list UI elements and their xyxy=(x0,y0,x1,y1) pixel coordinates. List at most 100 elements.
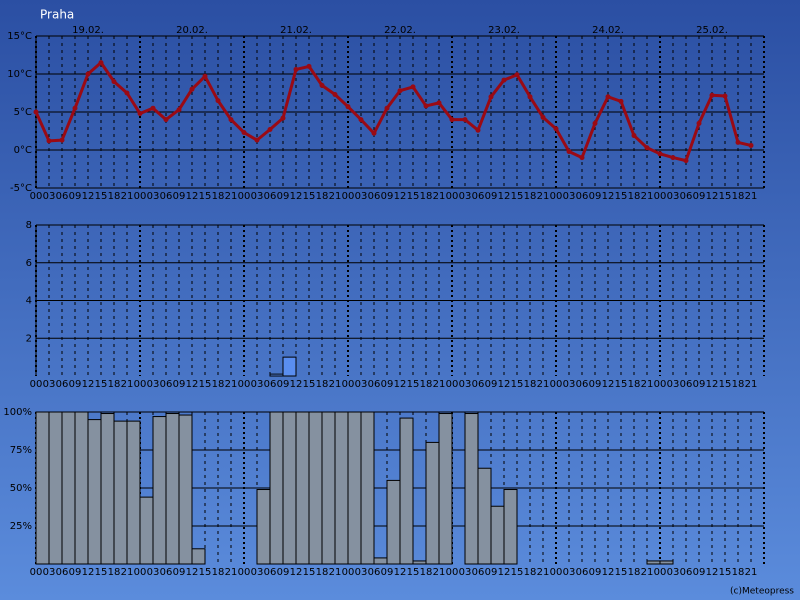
x-tick-label: 06 xyxy=(56,567,69,578)
bar xyxy=(35,411,50,565)
x-tick-label: 09 xyxy=(589,191,602,202)
x-tick-label: 12 xyxy=(706,567,719,578)
x-tick-label: 18 xyxy=(420,567,433,578)
bar xyxy=(269,373,284,377)
temperature-point xyxy=(410,84,416,90)
temperature-point xyxy=(748,142,754,148)
x-tick-label: 21 xyxy=(537,567,550,578)
bar xyxy=(425,441,440,565)
x-tick-label: 09 xyxy=(173,191,186,202)
bar xyxy=(321,411,336,565)
temperature-point xyxy=(488,94,494,100)
y-tick-label: 10°C xyxy=(7,69,32,80)
x-tick-label: 12 xyxy=(498,191,511,202)
x-tick-label: 03 xyxy=(355,379,368,390)
temperature-point xyxy=(527,94,533,100)
x-tick-label: 15 xyxy=(511,379,524,390)
x-tick-label: 18 xyxy=(628,379,641,390)
x-tick-label: 03 xyxy=(459,191,472,202)
bar xyxy=(659,560,674,565)
temperature-point xyxy=(137,111,143,117)
temperature-point xyxy=(709,92,715,98)
x-tick-label: 09 xyxy=(69,379,82,390)
x-tick-label: 00 xyxy=(550,379,563,390)
temperature-point xyxy=(150,105,156,111)
x-tick-label: 00 xyxy=(30,191,43,202)
x-tick-label: 09 xyxy=(69,567,82,578)
x-tick-label: 12 xyxy=(186,191,199,202)
x-tick-label: 18 xyxy=(524,191,537,202)
x-tick-label: 03 xyxy=(667,567,680,578)
x-tick-label: 18 xyxy=(628,567,641,578)
x-tick-label: 03 xyxy=(667,379,680,390)
y-tick-label: 50% xyxy=(10,483,32,494)
x-tick-label: 03 xyxy=(563,567,576,578)
temperature-point xyxy=(254,137,260,143)
x-tick-label: 15 xyxy=(719,379,732,390)
x-tick-label: 12 xyxy=(602,191,615,202)
bar xyxy=(139,496,154,565)
x-tick-label: 03 xyxy=(43,567,56,578)
x-tick-label: 06 xyxy=(472,191,485,202)
temperature-point xyxy=(579,155,585,161)
x-tick-label: 15 xyxy=(719,567,732,578)
x-tick-label: 15 xyxy=(303,567,316,578)
x-tick-label: 03 xyxy=(147,379,160,390)
x-tick-label: 06 xyxy=(368,379,381,390)
x-tick-label: 15 xyxy=(615,567,628,578)
x-tick-label: 06 xyxy=(56,379,69,390)
bar xyxy=(295,411,310,565)
x-tick-label: 00 xyxy=(238,191,251,202)
x-tick-label: 00 xyxy=(342,379,355,390)
x-tick-label: 06 xyxy=(56,191,69,202)
x-tick-label: 09 xyxy=(381,567,394,578)
x-tick-label: 09 xyxy=(277,379,290,390)
temperature-point xyxy=(46,138,52,144)
date-label: 19.02. xyxy=(72,25,104,36)
x-tick-label: 00 xyxy=(446,191,459,202)
x-tick-label: 15 xyxy=(95,567,108,578)
x-tick-label: 06 xyxy=(160,379,173,390)
x-tick-label: 09 xyxy=(589,567,602,578)
x-tick-label: 21 xyxy=(745,379,758,390)
temperature-point xyxy=(319,82,325,88)
x-tick-label: 03 xyxy=(251,567,264,578)
x-tick-label: 00 xyxy=(654,191,667,202)
temperature-point xyxy=(540,114,546,120)
bar xyxy=(334,411,349,565)
bar xyxy=(412,560,427,565)
temperature-point xyxy=(657,151,663,157)
temperature-point xyxy=(423,103,429,109)
bar xyxy=(113,420,128,565)
x-tick-label: 18 xyxy=(524,567,537,578)
x-tick-label: 09 xyxy=(381,379,394,390)
x-tick-label: 03 xyxy=(355,191,368,202)
x-tick-label: 06 xyxy=(264,191,277,202)
temperature-point xyxy=(605,94,611,100)
x-tick-label: 12 xyxy=(394,191,407,202)
temperature-point xyxy=(293,66,299,72)
x-tick-label: 12 xyxy=(706,379,719,390)
temperature-point xyxy=(98,60,104,66)
x-tick-label: 21 xyxy=(225,379,238,390)
x-tick-label: 03 xyxy=(43,191,56,202)
temperature-line xyxy=(34,61,752,163)
x-tick-label: 06 xyxy=(576,379,589,390)
bar xyxy=(373,557,388,565)
x-tick-label: 09 xyxy=(173,379,186,390)
x-tick-label: 06 xyxy=(472,379,485,390)
x-tick-label: 00 xyxy=(134,567,147,578)
bar xyxy=(308,411,323,565)
x-tick-label: 00 xyxy=(30,379,43,390)
temperature-point xyxy=(566,149,572,155)
x-tick-label: 18 xyxy=(420,379,433,390)
y-tick-label: 5°C xyxy=(14,107,32,118)
bar xyxy=(126,420,141,565)
bar xyxy=(61,411,76,565)
temperature-point xyxy=(228,117,234,123)
x-tick-label: 12 xyxy=(498,567,511,578)
x-tick-label: 21 xyxy=(329,379,342,390)
x-tick-label: 15 xyxy=(407,191,420,202)
x-tick-label: 21 xyxy=(745,567,758,578)
date-label: 21.02. xyxy=(280,25,312,36)
